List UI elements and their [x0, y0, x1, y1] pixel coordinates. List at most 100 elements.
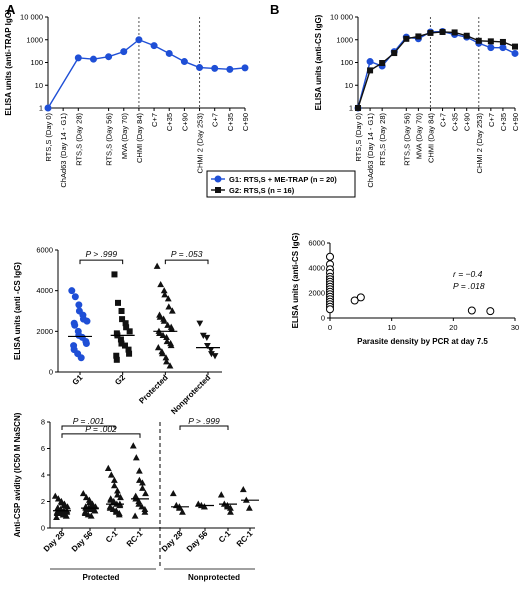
x-tick-label-B: C+7 [487, 113, 496, 127]
panel-label-A: A [6, 2, 16, 17]
x-tick-label-B: RTS,S (Day 0) [354, 113, 363, 162]
data-point-E-0 [63, 508, 71, 515]
data-point-E-6 [217, 491, 225, 498]
data-point-C-3 [203, 334, 211, 342]
data-point-C-3 [204, 342, 211, 350]
data-point-C-2 [154, 344, 162, 351]
data-point-B-0 [487, 44, 495, 52]
y-tick-label-C: 4000 [36, 286, 53, 295]
x-axis-label-D: Parasite density by PCR at day 7.5 [357, 337, 488, 346]
data-point-C-3 [208, 351, 215, 358]
data-point-E-7 [245, 504, 253, 511]
data-point-C-1 [123, 324, 130, 331]
data-point-E-2 [114, 487, 121, 494]
data-point-E-1 [87, 512, 95, 519]
x-tick-label-C: G2 [113, 373, 127, 387]
data-point-E-2 [115, 511, 123, 518]
y-tick-label-A: 1000 [26, 35, 43, 44]
data-point-E-3 [129, 442, 137, 449]
data-point-A-0 [105, 53, 113, 61]
x-tick-label-B: RTS,S (Day 28) [378, 113, 387, 166]
data-point-C-2 [159, 350, 166, 357]
data-point-E-0 [64, 503, 71, 510]
y-tick-label-A: 10 [35, 81, 43, 90]
data-point-C-2 [168, 325, 176, 332]
group-label-E: Nonprotected [188, 573, 240, 582]
data-point-E-1 [79, 489, 87, 497]
data-point-C-1 [117, 336, 124, 343]
legend-label: G1: RTS,S + ME-TRAP (n = 20) [229, 175, 337, 184]
data-point-B-0 [511, 49, 519, 57]
x-tick-label-B: ChAd63 (Day 14 - G1) [366, 113, 375, 188]
x-tick-label-A: C+35 [165, 113, 174, 131]
data-point-C-1 [115, 299, 121, 306]
data-point-E-3 [141, 508, 149, 515]
data-point-E-3 [139, 484, 146, 491]
data-point-D [326, 252, 334, 261]
data-point-C-0 [82, 340, 90, 348]
data-point-E-3 [142, 489, 149, 497]
x-tick-label-A: C+35 [226, 113, 235, 131]
data-point-A-0 [211, 64, 219, 72]
data-point-C-2 [153, 262, 161, 269]
y-axis-label-E: Anti-CSP avidity (IC50 M NaSCN) [13, 412, 22, 537]
data-point-A-0 [89, 55, 97, 63]
x-tick-label-B: C+35 [451, 113, 460, 131]
data-point-C-2 [168, 307, 176, 314]
data-point-C-2 [160, 287, 168, 294]
x-tick-label-B: C+90 [511, 113, 520, 131]
x-tick-label-A: C+90 [180, 113, 189, 131]
y-tick-label-B: 100 [340, 58, 353, 67]
y-axis-label-A: ELISA units (anti-TRAP IgG) [4, 9, 13, 116]
data-point-A-0 [120, 48, 128, 56]
data-point-C-2 [157, 280, 165, 288]
data-point-B-1 [415, 33, 422, 40]
data-point-C-1 [122, 342, 128, 349]
y-tick-label-E: 8 [41, 418, 45, 427]
y-tick-label-E: 6 [41, 444, 45, 453]
data-point-B-1 [439, 28, 446, 35]
data-point-A-0 [44, 104, 52, 112]
data-point-E-2 [116, 501, 124, 509]
data-point-C-1 [118, 308, 125, 314]
data-point-C-3 [211, 353, 219, 360]
p-value-E: P = .002 [85, 424, 117, 434]
data-point-C-3 [207, 347, 215, 354]
x-tick-label-D: 20 [449, 323, 457, 332]
data-point-A-0 [135, 36, 143, 44]
data-point-C-1 [118, 340, 125, 347]
data-point-C-0 [71, 293, 79, 301]
p-value-E: P > .999 [188, 416, 220, 426]
data-point-B-0 [366, 58, 374, 66]
y-tick-label-E: 2 [41, 497, 45, 506]
y-tick-label-D: 4000 [308, 264, 325, 273]
data-point-E-3 [131, 512, 139, 519]
data-point-C-1 [126, 328, 133, 335]
data-point-D [350, 296, 359, 305]
y-tick-label-E: 4 [41, 471, 45, 480]
data-point-E-2 [110, 476, 118, 483]
y-tick-label-B: 10 000 [330, 13, 353, 22]
data-point-E-6 [227, 504, 234, 511]
data-point-E-4 [179, 508, 186, 515]
y-axis-label-C: ELISA units (anti -CS IgG) [13, 262, 22, 360]
panel-label-B: B [270, 2, 279, 17]
x-tick-label-D: 0 [328, 323, 332, 332]
x-tick-label-E: Day 28 [42, 529, 67, 554]
data-point-B-1 [451, 29, 458, 36]
x-tick-label-A: RTS,S (Day 56) [105, 113, 114, 166]
data-point-E-2 [111, 482, 118, 489]
y-tick-label-B: 1000 [336, 35, 353, 44]
x-tick-label-D: 30 [511, 323, 519, 332]
data-point-C-2 [164, 321, 172, 328]
data-point-E-0 [53, 513, 60, 520]
y-axis-label-B: ELISA units (anti-CS IgG) [314, 14, 323, 110]
x-tick-label-A: MVA (Day 70) [120, 112, 129, 159]
y-tick-label-A: 1 [39, 104, 43, 113]
data-point-C-1 [122, 320, 129, 327]
significance-bracket-C [164, 259, 209, 265]
significance-bracket-E [179, 425, 229, 430]
data-point-E-0 [51, 492, 59, 499]
data-point-C-1 [113, 356, 120, 363]
